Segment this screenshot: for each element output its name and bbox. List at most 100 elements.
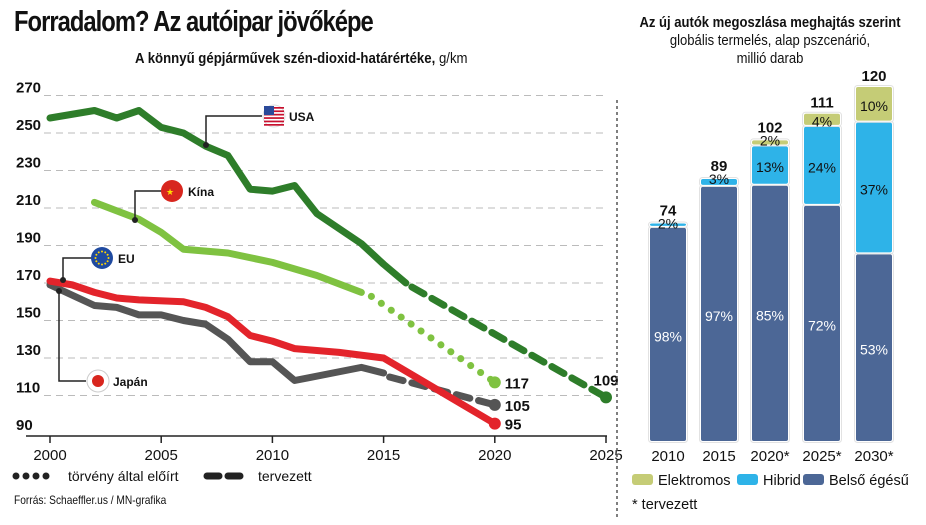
bar-segment-hybrid [650,223,686,226]
line-usa-actual [46,107,410,287]
x-tick-label: 2010 [256,447,289,464]
eu-flag-star [101,250,103,253]
eu-flag-star [104,262,107,265]
page-title: Forradalom? Az autóipar jövőképe [14,6,374,38]
bar-segment-electric [804,113,840,125]
y-tick-label: 90 [16,417,33,434]
line-chart-title-text: A könnyű gépjárművek szén-dioxid-határér… [135,50,436,67]
bar-segment-ice [701,186,737,441]
bar-percent-label: 10% [860,98,888,114]
leader-line [62,257,92,280]
japan-flag-icon [86,369,110,393]
legend-label-electric: Elektromos [658,473,731,489]
bar-percent-label: 98% [654,328,682,344]
eu-flag-icon [91,247,113,269]
line-japn-endpoint [488,398,501,411]
line-chart-series: 109 117 105 95 [46,107,619,434]
usa-flag-stripe [264,124,284,126]
legend-swatch-hybrid [737,474,758,485]
eu-flag-star [97,251,100,254]
bar-segment-hybrid [804,126,840,204]
bar-segment-ice [856,254,892,441]
eu-flag-star [101,263,103,266]
legend-label-ice: Belső égésű [829,473,909,489]
country-label-eu: EU [118,252,135,266]
bar-category-label: 2030* [854,448,893,465]
y-tick-label: 250 [16,117,41,134]
end-value-label: 117 [505,375,529,392]
line-usa-endpoint [600,391,612,404]
bar-percent-label: 13% [756,159,784,175]
x-tick-label: 2005 [145,447,178,464]
y-tick-label: 150 [16,305,41,322]
bar-percent-label: 72% [808,317,836,333]
x-tick-label: 2000 [33,447,66,464]
legend-swatch-electric [632,474,653,485]
china-flag-bg [161,180,183,202]
usa-flag-icon [262,104,286,128]
usa-flag-stripe [264,120,284,123]
line-kna-dotted [367,292,499,386]
y-tick-label: 110 [16,380,40,397]
bar-percent-label: 97% [705,308,733,324]
leader-dot [60,277,66,283]
x-tick-label: 2015 [367,447,400,464]
usa-flag-canton [264,106,274,115]
y-tick-label: 230 [16,155,41,172]
bar-segment-electric [856,87,892,121]
bar-category-label: 2010 [651,448,684,465]
bar-total-label: 111 [810,95,833,112]
bar-segment-hybrid [701,178,737,185]
bar-segment-hybrid [856,122,892,253]
eu-flag-star [106,260,109,263]
eu-flag-bg [91,247,113,269]
bar-category-label: 2025* [802,448,841,465]
line-chart-x-axis: 2000 2005 2010 2015 2020 2025 [26,435,623,464]
bar-chart-subtitle-unit: millió darab [736,51,804,67]
legend-dotted-label: törvény által előírt [68,468,179,484]
bar-total-label: 74 [660,202,677,219]
line-japn-actual [46,281,388,384]
bar-percent-label: 24% [808,159,836,175]
usa-flag-stripe [264,117,284,119]
leader-dot [132,217,138,223]
legend-dotted-marker [32,472,40,480]
bar-percent-label: 53% [860,342,888,358]
line-eu-endpoint [488,417,501,430]
eu-flag-star [95,253,98,256]
china-flag-star: ★ [166,187,174,197]
bar-chart-legend: Elektromos Hibrid Belső égésű * tervezett [632,473,909,513]
leader-line [205,115,262,145]
legend-dotted-marker [22,472,30,480]
y-tick-label: 190 [16,230,41,247]
y-tick-label: 270 [16,80,41,97]
bar-chart-title: Az új autók megoszlása meghajtás szerint… [622,14,918,68]
eu-flag-star [107,257,110,259]
eu-flag-star [95,260,98,263]
y-tick-label: 130 [16,342,41,359]
bar-percent-label: 3% [709,171,729,187]
bar-total-label: 102 [757,119,782,136]
legend-label-hybrid: Hibrid [763,473,801,489]
bar-segment-ice [804,205,840,441]
y-tick-label: 210 [16,192,41,209]
line-chart-legend: törvény által előírt tervezett [12,468,312,484]
bar-total-label: 120 [861,68,886,85]
leader-dot [56,288,62,294]
bar-segment-ice [650,227,686,441]
country-label-japan: Japán [113,375,148,389]
bar-percent-label: 4% [812,113,832,129]
line-chart-grid: 90 110 130 150 170 190 210 230 250 270 [16,80,605,434]
line-eu-actual [46,277,499,428]
leader-dot [203,142,209,148]
line-chart-annotations: USA ★ Kína EU Japán [56,104,315,393]
bar-percent-label: 2% [760,132,780,148]
x-tick-label: 2020 [478,447,511,464]
country-label-china: Kína [188,185,214,199]
line-chart-unit: g/km [438,50,468,67]
legend-dotted-marker [12,472,20,480]
leader-line [58,291,86,382]
line-kna-endpoint [488,376,501,389]
eu-flag-star [94,257,97,259]
bar-segment-ice [752,185,788,441]
